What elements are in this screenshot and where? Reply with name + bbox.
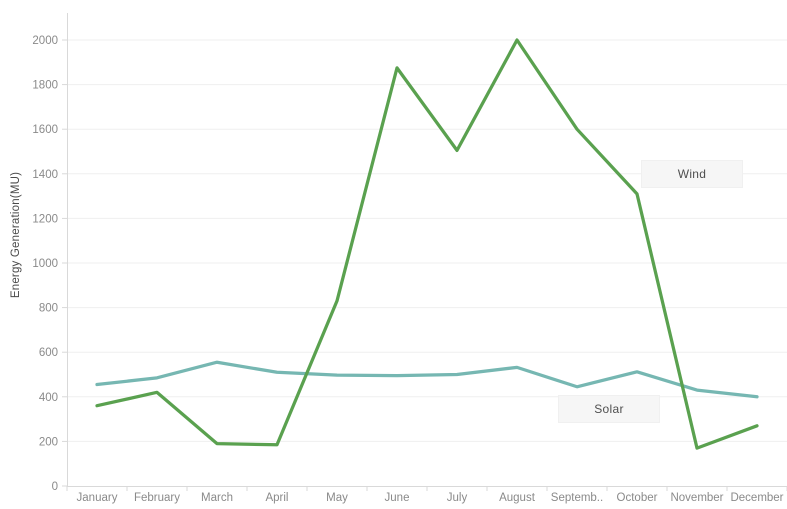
y-tick-label: 600	[39, 347, 58, 359]
x-tick-label: October	[617, 492, 658, 504]
y-tick-label: 800	[39, 303, 58, 315]
y-tick-label: 1200	[32, 213, 58, 225]
y-tick-label: 2000	[32, 35, 58, 47]
y-axis-title: Energy Generation(MU)	[10, 171, 22, 299]
wind-series-label: Wind	[641, 160, 743, 188]
x-tick-label: February	[134, 492, 180, 504]
solar-line[interactable]	[95, 360, 759, 399]
wind-line[interactable]	[95, 38, 759, 450]
x-tick-label: July	[447, 492, 468, 504]
y-tick-label: 1800	[32, 80, 58, 92]
y-tick-label: 200	[39, 436, 58, 448]
y-tick-label: 400	[39, 392, 58, 404]
x-tick-label: August	[499, 492, 536, 504]
y-tick-label: 1000	[32, 258, 58, 270]
x-tick-label: March	[201, 492, 233, 504]
x-tick-label: December	[730, 492, 783, 504]
y-tick-label: 0	[52, 481, 58, 493]
x-tick-label: May	[326, 492, 348, 504]
x-tick-label: January	[77, 492, 118, 504]
x-tick-label: Septemb..	[551, 492, 603, 504]
x-tick-label: April	[265, 492, 288, 504]
solar-series-label: Solar	[558, 395, 660, 423]
y-tick-label: 1400	[32, 169, 58, 181]
y-tick-label: 1600	[32, 124, 58, 136]
x-tick-label: November	[670, 492, 723, 504]
x-tick-label: June	[385, 492, 410, 504]
